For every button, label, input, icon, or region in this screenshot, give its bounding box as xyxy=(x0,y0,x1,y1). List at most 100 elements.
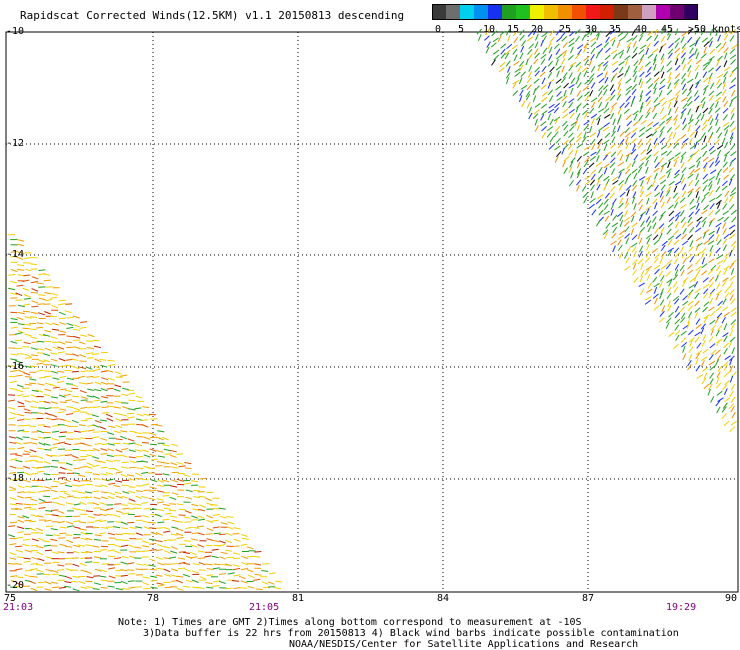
wind-barb xyxy=(150,503,158,506)
wind-barb xyxy=(716,254,723,260)
wind-barb xyxy=(624,252,629,259)
wind-barb xyxy=(640,44,647,50)
wind-barb xyxy=(184,510,192,514)
wind-barb xyxy=(143,526,151,530)
colorbar-label: 15 xyxy=(506,24,520,35)
wind-barb xyxy=(723,323,728,331)
wind-barb xyxy=(72,459,80,462)
wind-barb xyxy=(148,497,156,501)
wind-barb xyxy=(680,330,687,336)
wind-barb xyxy=(667,161,671,168)
wind-barb xyxy=(674,318,681,325)
wind-barb xyxy=(23,408,31,412)
wind-barb xyxy=(30,347,38,350)
wind-barb xyxy=(723,174,730,180)
wind-barb xyxy=(492,37,499,43)
wind-barb xyxy=(660,65,665,73)
wind-barb xyxy=(590,138,596,145)
wind-barb xyxy=(617,244,623,251)
wind-barb xyxy=(723,388,728,396)
wind-barb xyxy=(162,495,170,497)
wind-barb xyxy=(675,28,679,36)
wind-barb xyxy=(617,88,622,96)
wind-barb xyxy=(86,462,94,466)
wind-barb xyxy=(640,220,645,228)
wind-barb xyxy=(625,89,631,96)
wind-barb xyxy=(658,270,663,278)
wind-barb xyxy=(702,61,710,67)
wind-barb xyxy=(534,118,538,126)
wind-barb xyxy=(647,121,654,127)
wind-barb xyxy=(640,54,645,61)
wind-barb xyxy=(99,513,107,517)
wind-barb xyxy=(569,112,575,119)
wind-barb xyxy=(724,150,731,157)
wind-barb xyxy=(128,408,136,411)
wind-barb xyxy=(598,166,603,174)
wind-barb xyxy=(71,569,79,571)
wind-barb xyxy=(24,411,32,414)
wind-barb xyxy=(30,563,38,565)
wind-barb xyxy=(617,239,622,246)
wind-barb xyxy=(542,47,548,54)
wind-barb xyxy=(626,189,630,197)
wind-barb xyxy=(9,387,17,390)
wind-barb xyxy=(505,28,511,36)
wind-barb xyxy=(157,430,165,433)
wind-barb xyxy=(722,298,727,305)
wind-barb xyxy=(94,519,102,522)
wind-barb xyxy=(584,180,591,186)
wind-barb xyxy=(182,551,190,554)
wind-barb xyxy=(632,40,637,48)
wind-barb xyxy=(100,473,108,476)
wind-barb xyxy=(143,507,151,510)
wind-barb xyxy=(29,263,37,266)
wind-barb xyxy=(666,89,673,96)
colorbar-swatch xyxy=(460,4,475,20)
wind-barb xyxy=(631,52,638,59)
wind-barb xyxy=(652,210,658,217)
wind-barb xyxy=(574,53,581,60)
wind-barb xyxy=(134,432,142,435)
wind-barb xyxy=(8,417,16,420)
wind-barb xyxy=(37,383,45,386)
wind-barb xyxy=(569,31,575,37)
wind-barb xyxy=(99,575,107,578)
wind-barb xyxy=(17,485,25,489)
wind-barb xyxy=(120,435,128,440)
wind-barb xyxy=(563,82,569,89)
wind-barb xyxy=(24,357,32,359)
wind-barb xyxy=(555,48,561,55)
wind-barb xyxy=(646,42,651,50)
wind-barb xyxy=(680,203,687,209)
wind-barb xyxy=(561,113,569,119)
wind-barb xyxy=(680,156,684,164)
wind-barb xyxy=(722,161,728,168)
wind-barb xyxy=(129,430,137,433)
wind-barb xyxy=(22,543,30,547)
wind-barb xyxy=(708,354,714,361)
wind-barb xyxy=(703,383,710,390)
wind-barb xyxy=(588,162,595,168)
wind-barb xyxy=(653,77,660,83)
wind-barb xyxy=(176,478,184,482)
wind-barb xyxy=(570,171,574,179)
wind-barb xyxy=(668,131,673,139)
wind-barb xyxy=(695,156,702,163)
wind-barb xyxy=(668,279,673,287)
wind-barb xyxy=(674,305,680,313)
wind-barb xyxy=(149,568,157,571)
wind-barb xyxy=(603,175,610,182)
wind-barb xyxy=(589,126,593,133)
wind-barb xyxy=(196,525,205,528)
wind-barb xyxy=(729,174,735,181)
wind-barb xyxy=(688,246,694,253)
wind-barb xyxy=(10,580,18,583)
wind-barb xyxy=(667,247,674,253)
wind-barb xyxy=(569,160,574,168)
wind-barb xyxy=(43,425,51,428)
wind-barb xyxy=(197,508,206,512)
wind-barb xyxy=(93,448,100,452)
wind-barb xyxy=(612,176,619,182)
wind-barb xyxy=(17,363,25,367)
